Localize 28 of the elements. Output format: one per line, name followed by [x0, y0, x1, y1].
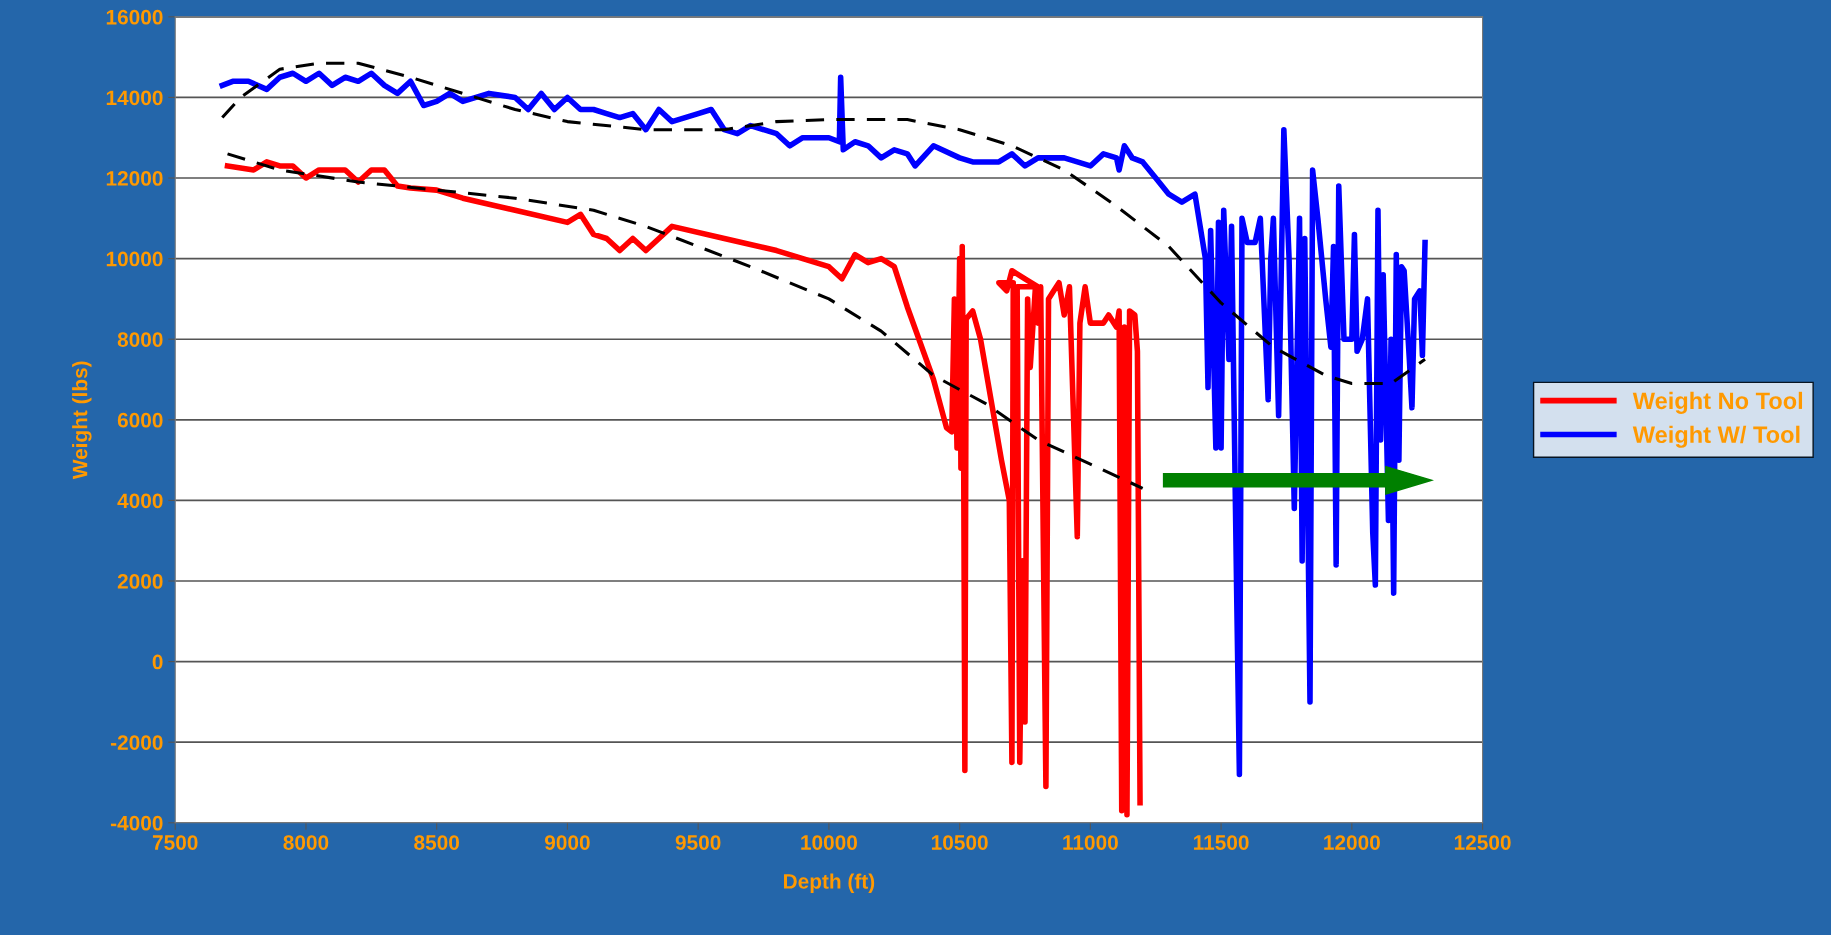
- x-axis-title: Depth (ft): [784, 873, 875, 893]
- x-tick-label: 11000: [1063, 835, 1118, 850]
- x-tick-label: 10000: [801, 835, 858, 850]
- x-tick-label: 10500: [931, 835, 988, 850]
- x-tick-label: 8500: [414, 835, 460, 850]
- y-tick-label: -2000: [110, 735, 163, 750]
- x-tick-label: 12000: [1324, 835, 1380, 850]
- line-series: [220, 61, 1427, 386]
- y-tick-label: 16000: [106, 9, 163, 25]
- x-tick-label: 7500: [152, 835, 198, 850]
- y-tick-label: 4000: [117, 493, 163, 509]
- x-tick-label: 8000: [283, 835, 329, 850]
- x-tick-label: 9000: [544, 835, 590, 850]
- x-tick-label: 11500: [1194, 835, 1249, 850]
- y-tick-label: 10000: [106, 251, 163, 267]
- y-tick-label: 14000: [106, 90, 163, 106]
- y-tick-label: 2000: [117, 574, 163, 589]
- x-tick-label: 12500: [1454, 835, 1511, 850]
- y-tick-label: 12000: [106, 171, 163, 186]
- y-tick-label: 0: [152, 654, 163, 670]
- legend-label: Weight No Tool: [1632, 391, 1803, 414]
- legend-label: Weight W/ Tool: [1632, 425, 1800, 448]
- y-axis-title: Weight (lbs): [72, 361, 92, 480]
- y-tick-label: 8000: [117, 332, 163, 347]
- x-tick-label: 9500: [675, 835, 721, 850]
- y-tick-label: 6000: [117, 412, 163, 428]
- y-tick-label: -4000: [110, 815, 163, 831]
- line-series: [225, 152, 1145, 490]
